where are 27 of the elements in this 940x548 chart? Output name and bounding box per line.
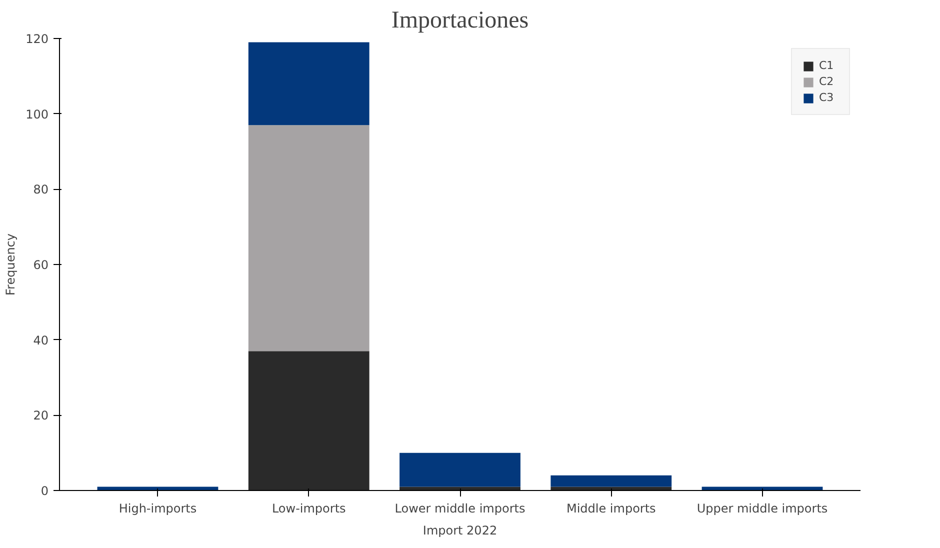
bar bbox=[400, 452, 520, 487]
x-tick-label: Low-imports bbox=[272, 502, 346, 516]
x-tick-label: High-imports bbox=[118, 502, 197, 516]
legend-label: C3 bbox=[819, 91, 835, 104]
y-tick-label: 100 bbox=[26, 107, 48, 122]
x-tick-label: Upper middle imports bbox=[696, 502, 828, 516]
y-axis-title: Frequency bbox=[4, 233, 18, 296]
legend-label: C2 bbox=[819, 75, 835, 88]
y-tick-label: 40 bbox=[33, 333, 49, 348]
y-tick-label: 80 bbox=[33, 182, 49, 197]
bar bbox=[248, 42, 370, 126]
legend-label: C1 bbox=[819, 59, 835, 72]
chart-title: Importaciones bbox=[391, 8, 529, 34]
bar bbox=[550, 475, 672, 487]
x-tick-label: Middle imports bbox=[566, 502, 656, 516]
bar bbox=[248, 351, 370, 490]
y-tick-label: 120 bbox=[26, 32, 48, 46]
y-tick-label: 60 bbox=[33, 258, 49, 272]
y-tick-label: 0 bbox=[40, 484, 49, 498]
bar bbox=[97, 486, 218, 490]
x-tick-label: Lower middle imports bbox=[394, 502, 526, 516]
y-tick-label: 20 bbox=[33, 408, 49, 423]
bar bbox=[702, 486, 823, 490]
bar bbox=[550, 486, 672, 490]
x-axis-title: Import 2022 bbox=[422, 524, 498, 538]
bar bbox=[400, 486, 520, 490]
bar bbox=[248, 125, 370, 352]
